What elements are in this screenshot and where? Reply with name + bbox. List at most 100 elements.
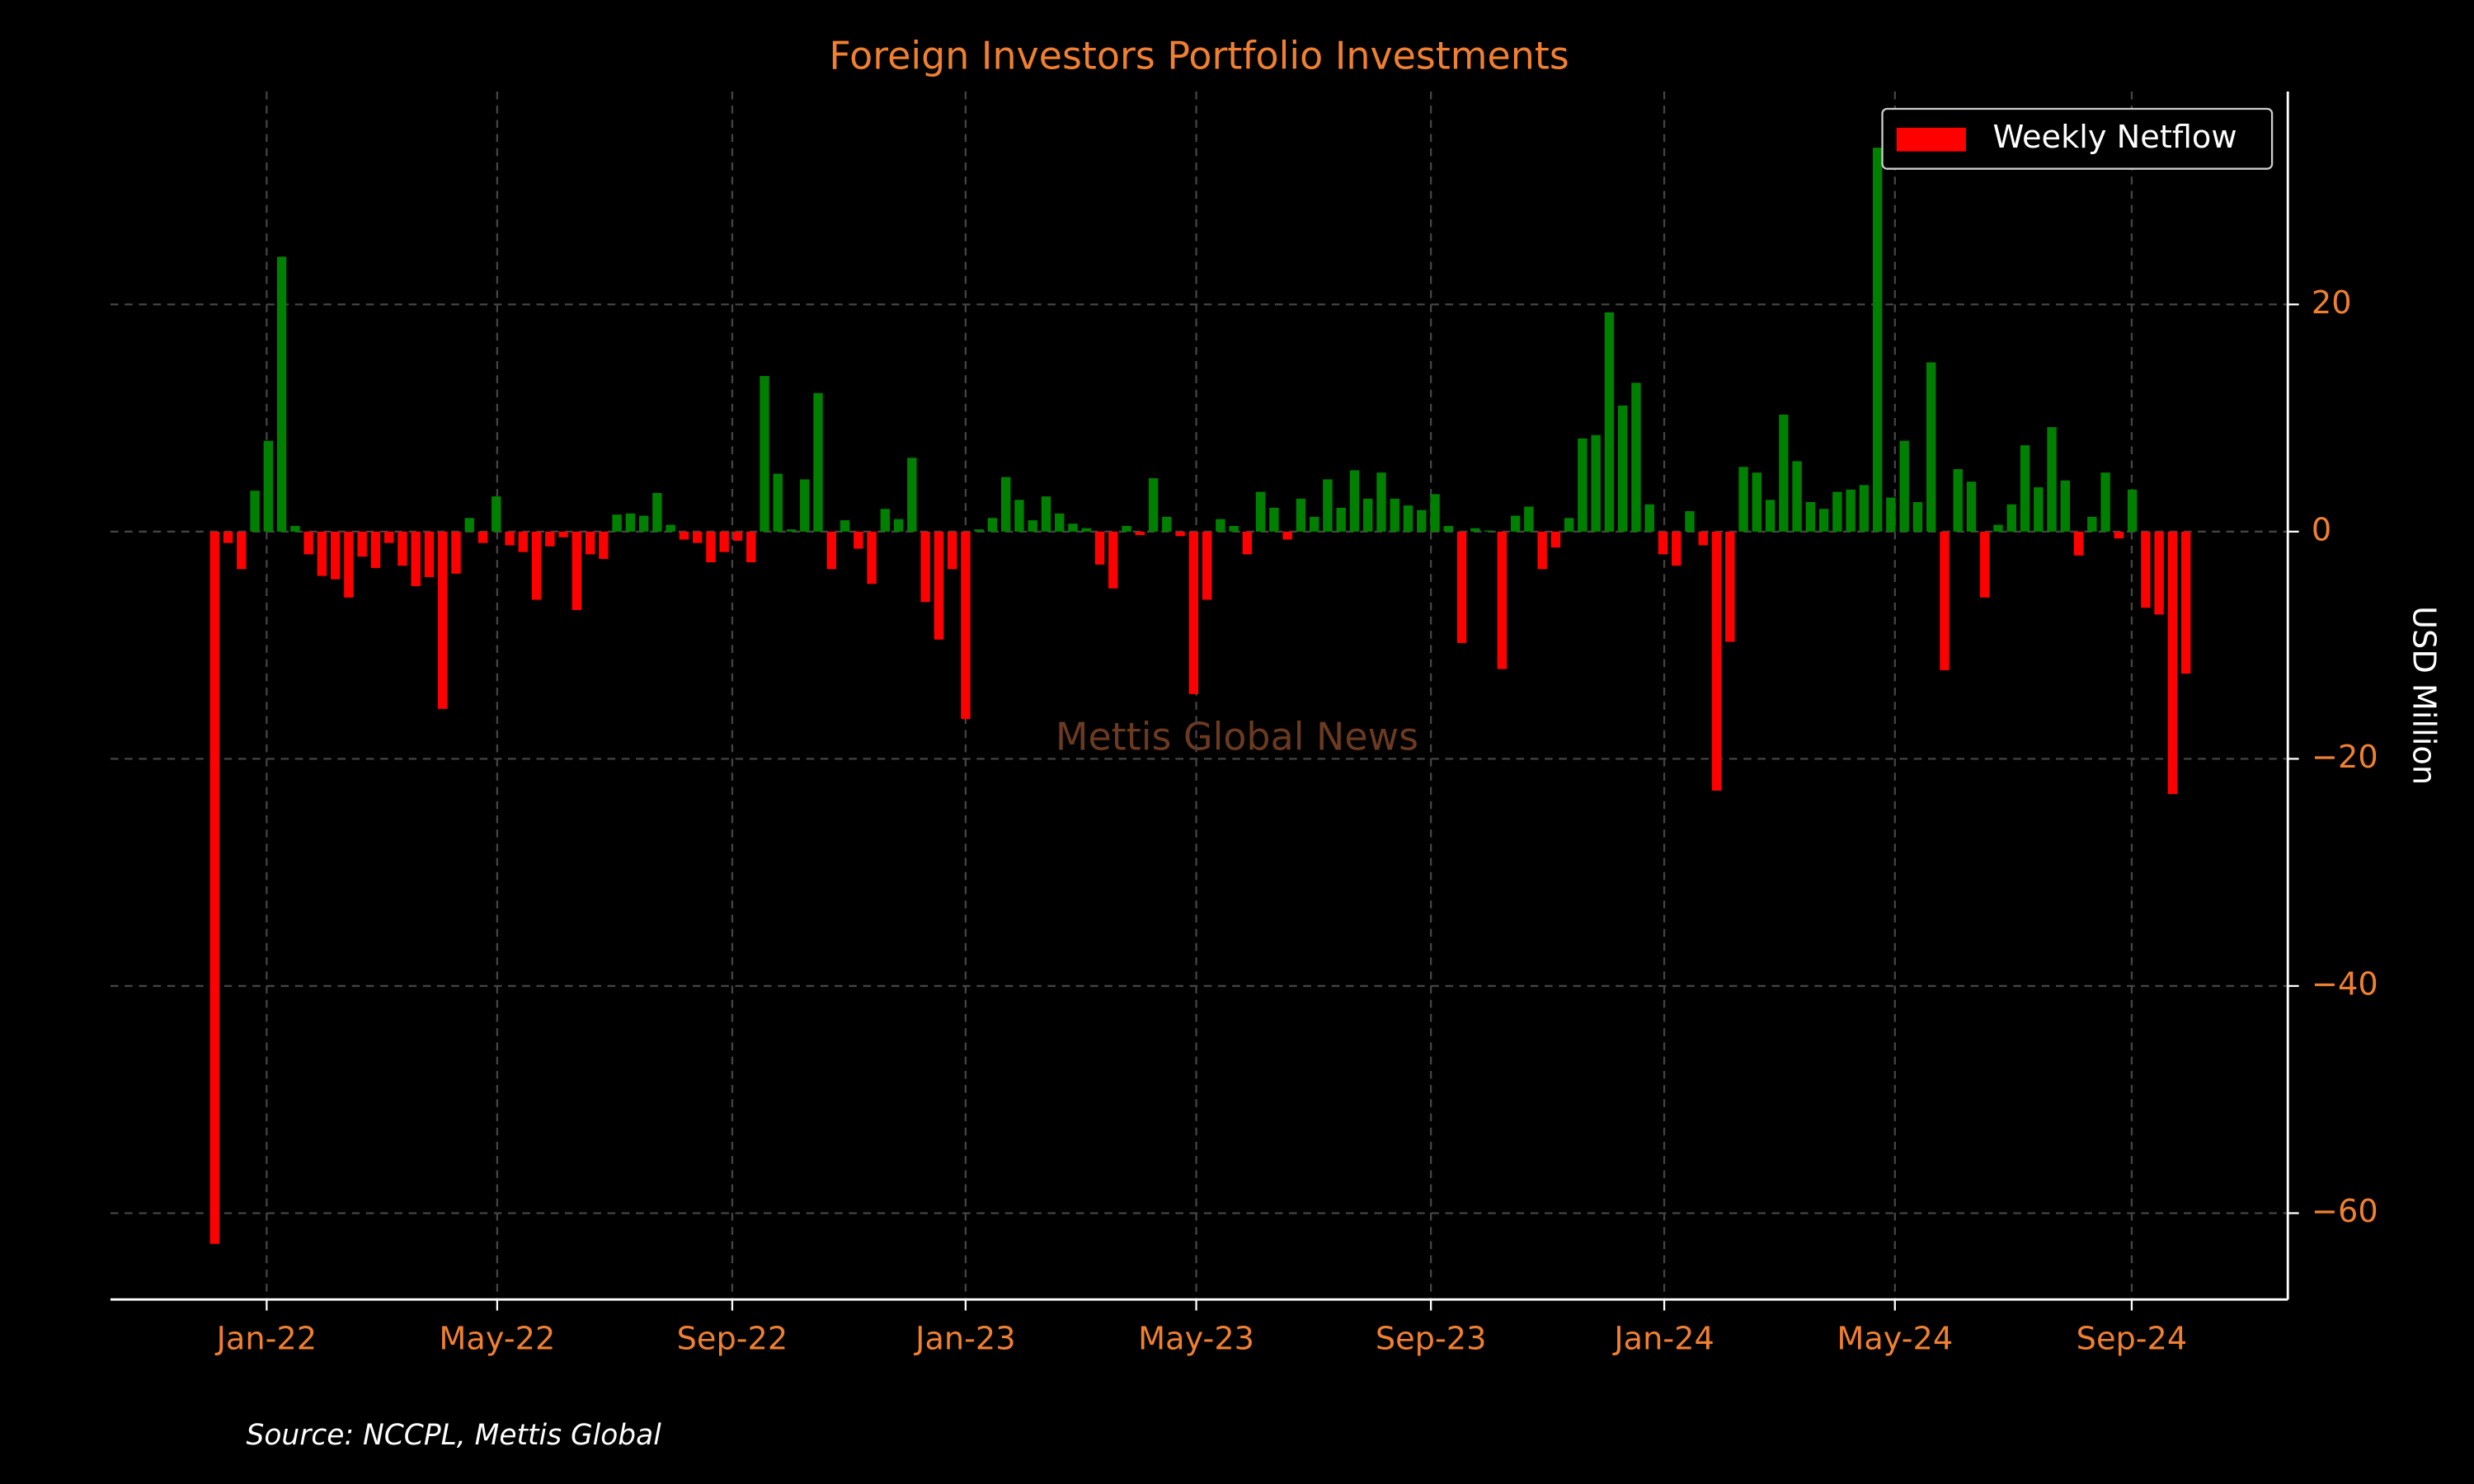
bar [1564, 518, 1574, 532]
bar [1805, 502, 1816, 532]
bar [330, 531, 341, 580]
bar [1122, 525, 1131, 532]
bar [370, 531, 381, 568]
bar [893, 519, 904, 532]
bar [652, 492, 662, 532]
bar [505, 531, 515, 546]
bar [263, 440, 274, 532]
bar [692, 531, 703, 543]
bar [1135, 531, 1145, 535]
bar [1792, 461, 1802, 532]
bar [397, 531, 407, 566]
bar [854, 531, 863, 549]
bar [2180, 531, 2191, 674]
bar [1550, 531, 1561, 548]
bar [1524, 506, 1534, 532]
bar [1779, 414, 1789, 532]
bar [840, 520, 850, 532]
bar [2047, 427, 2057, 532]
bar [1309, 516, 1319, 532]
bar [1912, 502, 1923, 532]
bar [531, 531, 542, 600]
bar [2020, 445, 2030, 532]
bar [558, 531, 568, 538]
bar [961, 531, 971, 720]
bar [1202, 531, 1212, 600]
bar [746, 531, 756, 563]
bar [625, 513, 636, 532]
bar [1055, 513, 1065, 532]
y-axis-label: USD Million [2405, 606, 2442, 785]
bar [719, 531, 729, 552]
bar [1041, 496, 1051, 532]
bar [1094, 531, 1105, 565]
bar [2006, 504, 2016, 532]
bar [464, 518, 474, 532]
bar [223, 531, 233, 543]
bar [974, 529, 984, 532]
bar [2154, 531, 2164, 615]
bar [438, 531, 448, 709]
y-tick-label: 0 [2312, 511, 2331, 548]
bar [1216, 519, 1225, 532]
bar [1229, 525, 1239, 532]
x-tick-label: May-22 [439, 1320, 555, 1357]
bar [1818, 509, 1829, 532]
bar [424, 531, 435, 577]
bar [1765, 500, 1776, 532]
bar [477, 531, 488, 543]
bar [209, 531, 219, 1244]
bar [907, 458, 917, 532]
bar [2114, 531, 2124, 539]
bar [518, 531, 528, 552]
bar [800, 479, 810, 532]
bar [411, 531, 421, 586]
bar [2034, 487, 2044, 532]
x-tick-label: Jan-23 [914, 1320, 1015, 1357]
bar [1993, 524, 2003, 532]
bar [1269, 507, 1279, 532]
bar [1108, 531, 1118, 589]
x-tick-label: Jan-22 [215, 1320, 317, 1357]
legend-box [1881, 107, 2274, 170]
bar [1591, 434, 1601, 532]
bar [2087, 516, 2097, 532]
bar [1926, 362, 1936, 532]
bar [1631, 383, 1641, 532]
bar [1068, 524, 1078, 532]
bar [1014, 500, 1024, 532]
bar [237, 531, 247, 570]
bar [612, 514, 622, 532]
x-tick-label: Jan-24 [1612, 1320, 1714, 1357]
bar [585, 531, 595, 555]
bar [599, 531, 609, 559]
bar [1282, 531, 1292, 540]
bar [760, 376, 769, 532]
bar [1698, 531, 1708, 546]
bar [1859, 485, 1870, 532]
bar [1497, 531, 1507, 669]
bar [1403, 505, 1413, 532]
bar [357, 531, 367, 557]
y-tick-label: −40 [2312, 965, 2378, 1003]
bar [1644, 504, 1654, 532]
bar [1376, 472, 1386, 532]
bar [1390, 498, 1399, 532]
bar [1886, 497, 1896, 532]
bar [666, 524, 675, 532]
watermark: Mettis Global News [1056, 715, 1418, 759]
bar [1484, 530, 1493, 532]
bar [786, 529, 797, 532]
bar [1349, 470, 1360, 532]
bar [1685, 511, 1695, 532]
x-tick-label: May-24 [1837, 1320, 1953, 1357]
bar [1242, 531, 1253, 555]
bar [1672, 531, 1681, 566]
bar [867, 531, 877, 585]
bar [1028, 520, 1037, 532]
x-tick-label: Sep-23 [1376, 1320, 1487, 1357]
bar [1470, 528, 1480, 532]
